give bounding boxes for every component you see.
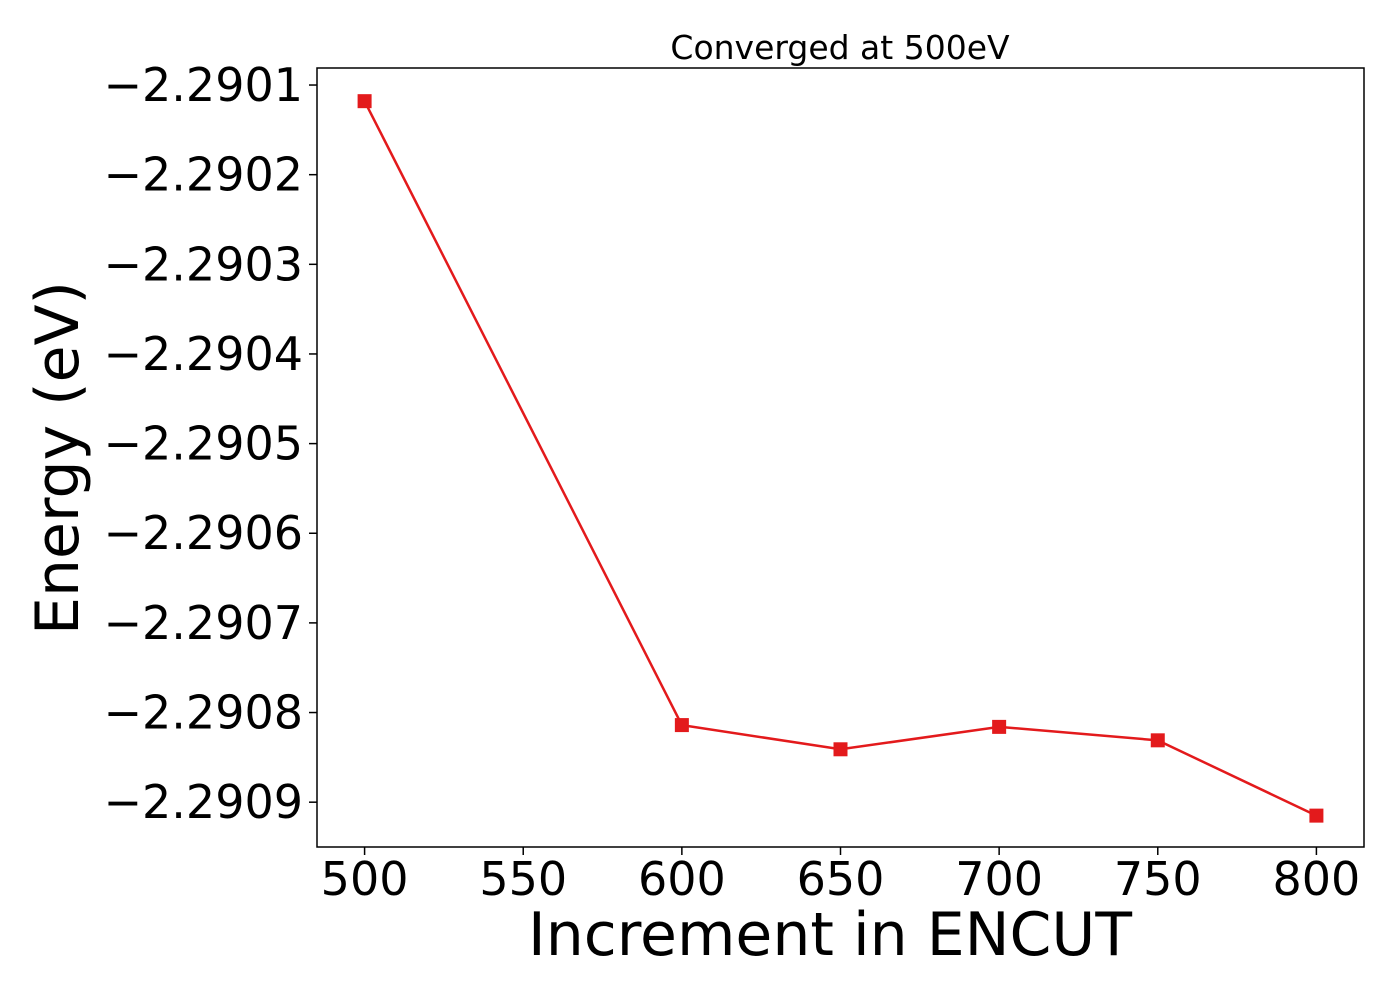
y-axis-ticks: −2.2901 −2.2902 −2.2903 −2.2904 −2.2905 −2.29… bbox=[104, 58, 317, 829]
y-tick-label: −2.2906 bbox=[104, 506, 304, 560]
data-point-marker bbox=[1309, 808, 1324, 823]
data-point-marker bbox=[1150, 733, 1165, 748]
y-tick-label: −2.2908 bbox=[104, 686, 304, 740]
x-axis-ticks: 500 550 600 650 700 750 800 bbox=[321, 847, 1361, 906]
data-point-marker bbox=[992, 719, 1007, 734]
x-tick-label: 650 bbox=[797, 852, 885, 906]
y-tick-label: −2.2903 bbox=[104, 237, 304, 291]
series-layer bbox=[357, 94, 1324, 823]
data-point-marker bbox=[674, 718, 689, 733]
series-line bbox=[363, 100, 1317, 817]
x-tick-label: 600 bbox=[638, 852, 726, 906]
y-tick-label: −2.2902 bbox=[104, 148, 304, 202]
x-tick-label: 800 bbox=[1273, 852, 1361, 906]
chart-title: Converged at 500eV bbox=[670, 28, 1010, 67]
y-axis-label: Energy (eV) bbox=[23, 281, 93, 635]
data-point-marker bbox=[357, 94, 372, 109]
x-tick-label: 500 bbox=[321, 852, 409, 906]
x-axis-label: Increment in ENCUT bbox=[528, 900, 1132, 970]
x-tick-label: 550 bbox=[479, 852, 567, 906]
x-tick-label: 750 bbox=[1114, 852, 1202, 906]
x-tick-label: 700 bbox=[955, 852, 1043, 906]
y-tick-label: −2.2909 bbox=[104, 775, 304, 829]
y-tick-label: −2.2907 bbox=[104, 596, 304, 650]
plot-area-frame bbox=[316, 67, 1365, 848]
y-tick-label: −2.2904 bbox=[104, 327, 304, 381]
y-tick-label: −2.2901 bbox=[104, 58, 304, 112]
data-point-marker bbox=[833, 742, 848, 757]
y-tick-label: −2.2905 bbox=[104, 417, 304, 471]
